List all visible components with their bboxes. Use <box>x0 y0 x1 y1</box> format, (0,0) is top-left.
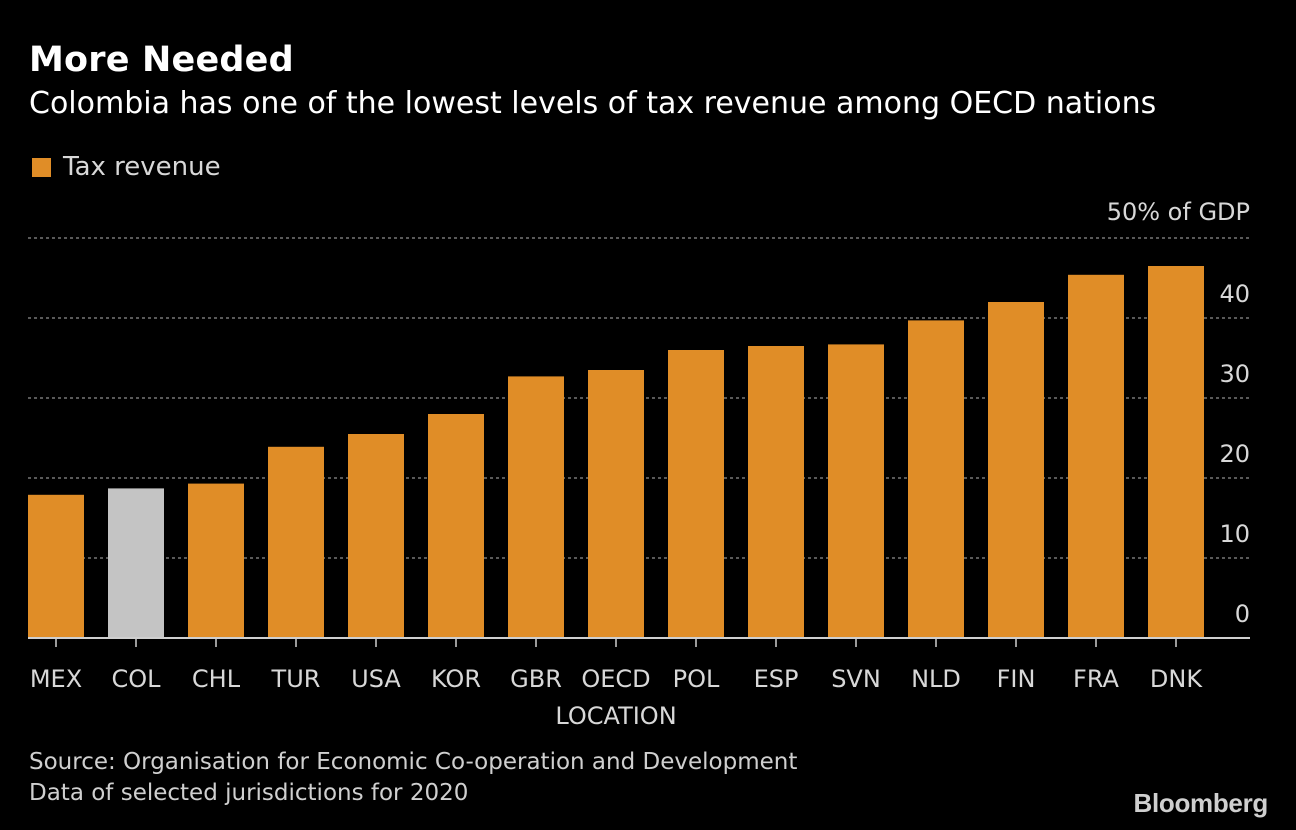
bar-col <box>108 488 164 638</box>
bar-tur <box>268 446 324 638</box>
bar-usa <box>348 434 404 638</box>
bar-mex <box>28 494 84 638</box>
x-tick-label-mex: MEX <box>30 665 82 693</box>
bar-fra <box>1068 274 1124 638</box>
bar-chl <box>188 483 244 638</box>
x-tick-label-fra: FRA <box>1073 665 1120 693</box>
x-axis-title: LOCATION <box>555 702 676 730</box>
y-unit-label: 50% of GDP <box>1107 198 1250 226</box>
x-tick-label-tur: TUR <box>271 665 321 693</box>
x-tick-label-nld: NLD <box>911 665 961 693</box>
x-tick-label-kor: KOR <box>431 665 481 693</box>
x-tick-label-chl: CHL <box>192 665 241 693</box>
source-text: Source: Organisation for Economic Co-ope… <box>29 749 798 775</box>
bar-nld <box>908 320 964 638</box>
x-tick-label-fin: FIN <box>997 665 1036 693</box>
bar-fin <box>988 302 1044 638</box>
x-tick-label-col: COL <box>111 665 161 693</box>
y-tick-label-10: 10 <box>1219 520 1250 548</box>
y-tick-label-30: 30 <box>1219 360 1250 388</box>
x-tick-label-dnk: DNK <box>1150 665 1203 693</box>
source-note: Source: Organisation for Economic Co-ope… <box>29 747 797 809</box>
y-tick-label-0: 0 <box>1235 600 1250 628</box>
x-tick-label-usa: USA <box>351 665 401 693</box>
bar-oecd <box>588 370 644 638</box>
bar-esp <box>748 346 804 638</box>
x-tick-label-svn: SVN <box>831 665 881 693</box>
chart-subtitle: Colombia has one of the lowest levels of… <box>29 86 1157 121</box>
bar-pol <box>668 350 724 638</box>
legend: Tax revenue <box>32 152 221 182</box>
bar-gbr <box>508 376 564 638</box>
x-tick-label-pol: POL <box>673 665 720 693</box>
y-tick-label-20: 20 <box>1219 440 1250 468</box>
bar-layer <box>28 266 1204 638</box>
bar-kor <box>428 414 484 638</box>
x-tick-label-oecd: OECD <box>581 665 650 693</box>
bloomberg-logo: Bloomberg <box>1133 788 1268 818</box>
bar-dnk <box>1148 266 1204 638</box>
chart-title: More Needed <box>29 40 294 80</box>
x-tick-label-esp: ESP <box>754 665 799 693</box>
legend-swatch <box>32 157 51 177</box>
bar-svn <box>828 344 884 638</box>
legend-label: Tax revenue <box>63 152 221 182</box>
axis-layer: 0 10 20 30 40 50% of GDP MEX COL CHL TUR USA KOR GBR… <box>28 198 1250 730</box>
x-tick-label-gbr: GBR <box>510 665 562 693</box>
data-note: Data of selected jurisdictions for 2020 <box>29 780 469 806</box>
y-tick-label-40: 40 <box>1219 280 1250 308</box>
